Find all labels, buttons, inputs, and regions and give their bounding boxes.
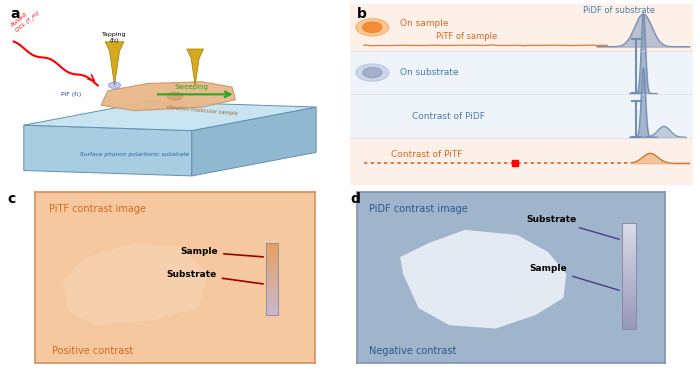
Text: PiTF of sample: PiTF of sample — [435, 32, 497, 41]
Polygon shape — [63, 243, 209, 325]
Text: Contrast of PiDF: Contrast of PiDF — [412, 112, 484, 121]
Text: Positive contrast: Positive contrast — [52, 346, 133, 356]
Text: Negative contrast: Negative contrast — [370, 346, 456, 356]
Polygon shape — [24, 125, 192, 176]
Circle shape — [167, 92, 183, 100]
Text: On sample: On sample — [400, 19, 448, 28]
Circle shape — [108, 82, 120, 88]
Text: Surface phonon polaritonic substrate: Surface phonon polaritonic substrate — [80, 152, 189, 157]
Text: Substrate: Substrate — [526, 215, 620, 239]
Text: On substrate: On substrate — [400, 68, 459, 77]
Text: PiDF contrast image: PiDF contrast image — [370, 204, 468, 214]
Polygon shape — [400, 230, 566, 329]
Text: Contrast of PiTF: Contrast of PiTF — [391, 150, 463, 159]
Text: d: d — [350, 192, 360, 206]
Text: Tapping: Tapping — [102, 32, 127, 37]
Circle shape — [356, 18, 389, 36]
Bar — [266, 243, 278, 315]
Text: PiTF contrast image: PiTF contrast image — [49, 204, 146, 214]
Text: PiDF of substrate: PiDF of substrate — [583, 6, 655, 16]
Polygon shape — [101, 82, 235, 111]
Circle shape — [356, 64, 389, 81]
Polygon shape — [192, 107, 316, 176]
Text: a: a — [10, 7, 20, 21]
Circle shape — [363, 22, 382, 32]
Text: b: b — [357, 7, 367, 21]
Text: c: c — [7, 192, 15, 206]
Text: (f₂): (f₂) — [110, 38, 119, 43]
Circle shape — [363, 67, 382, 78]
Polygon shape — [187, 49, 204, 85]
Polygon shape — [105, 42, 124, 85]
Text: Sample: Sample — [181, 248, 263, 257]
Bar — [350, 94, 693, 138]
Text: PiF (f₁): PiF (f₁) — [61, 92, 81, 97]
Bar — [350, 51, 693, 94]
Text: Sweeping: Sweeping — [175, 84, 209, 90]
Bar — [622, 223, 636, 329]
Text: Ultrathin molecular sample: Ultrathin molecular sample — [166, 105, 238, 117]
Text: Pulsed
QCL (f_m): Pulsed QCL (f_m) — [10, 5, 40, 33]
Bar — [350, 4, 693, 51]
Bar — [350, 138, 693, 185]
Polygon shape — [24, 102, 316, 131]
Text: Substrate: Substrate — [167, 270, 263, 284]
Text: Sample: Sample — [529, 265, 620, 290]
